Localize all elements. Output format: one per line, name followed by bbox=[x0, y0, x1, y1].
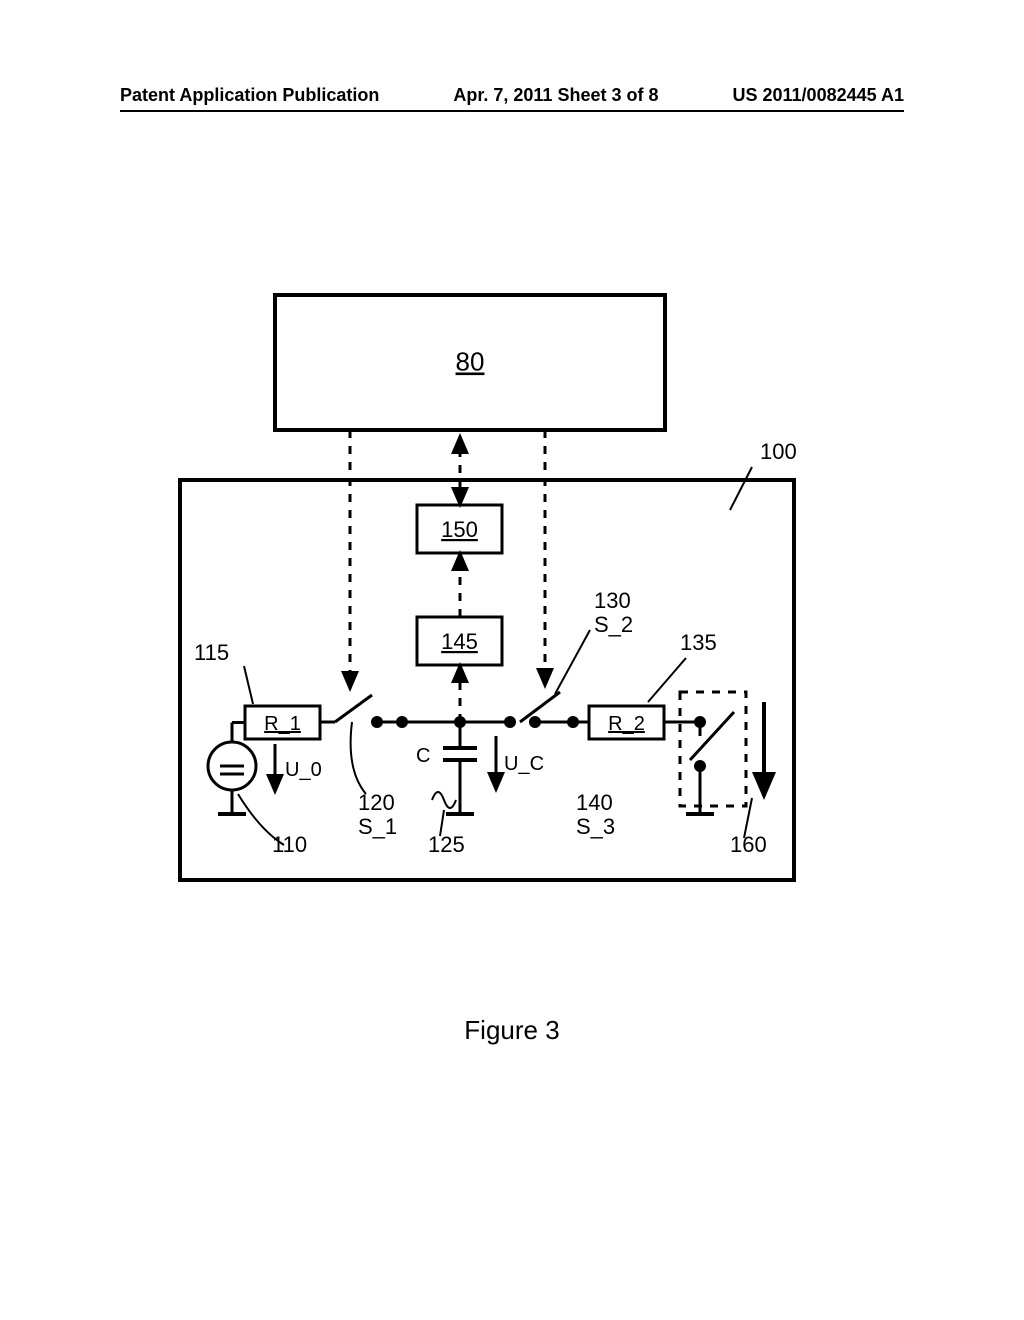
svg-text:120: 120 bbox=[358, 790, 395, 815]
svg-text:150: 150 bbox=[441, 517, 478, 542]
svg-text:110: 110 bbox=[272, 832, 307, 857]
svg-text:145: 145 bbox=[441, 629, 478, 654]
svg-text:115: 115 bbox=[194, 640, 229, 665]
svg-text:S_1: S_1 bbox=[358, 814, 397, 839]
svg-text:130: 130 bbox=[594, 588, 631, 613]
svg-text:125: 125 bbox=[428, 832, 465, 857]
svg-text:U_C: U_C bbox=[504, 753, 544, 775]
svg-text:80: 80 bbox=[456, 347, 485, 377]
svg-text:S_3: S_3 bbox=[576, 814, 615, 839]
svg-text:S_2: S_2 bbox=[594, 612, 633, 637]
circuit-diagram: 80 100 150 145 R_1 R_2 U_0 110 115 C U_C 120S_1 125 1… bbox=[0, 0, 1024, 1320]
svg-text:R_2: R_2 bbox=[608, 713, 645, 735]
svg-text:R_1: R_1 bbox=[264, 713, 301, 735]
svg-text:U_0: U_0 bbox=[285, 759, 322, 781]
svg-text:135: 135 bbox=[680, 630, 717, 655]
svg-text:160: 160 bbox=[730, 832, 767, 857]
svg-text:140: 140 bbox=[576, 790, 613, 815]
svg-text:100: 100 bbox=[760, 439, 797, 464]
svg-text:C: C bbox=[416, 745, 430, 767]
